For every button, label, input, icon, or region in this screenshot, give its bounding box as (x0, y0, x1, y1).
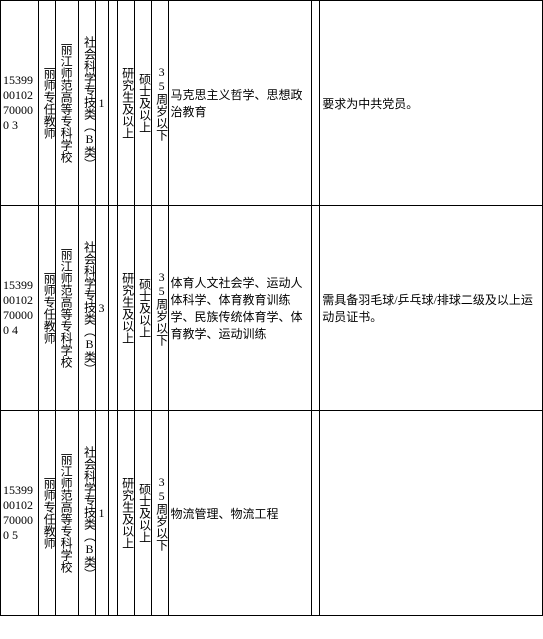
degree-cell: 硕士及以上 (134, 206, 151, 411)
major-cell: 物流管理、物流工程 (168, 411, 311, 616)
degree-cell: 硕士及以上 (134, 1, 151, 206)
code-cell: 1539900102700000 3 (1, 1, 39, 206)
category-cell: 社会科学专技类（B类） (79, 1, 96, 206)
table-row: 1539900102700000 3丽师专任教师丽江师范高等专科学校社会科学专技… (1, 1, 543, 206)
post-cell: 丽师专任教师 (39, 1, 56, 206)
school-cell-text: 丽江师范高等专科学校 (58, 3, 75, 203)
code-cell: 1539900102700000 4 (1, 206, 39, 411)
school-cell: 丽江师范高等专科学校 (56, 206, 79, 411)
age-cell: 35周岁以下 (151, 411, 168, 616)
category-cell: 社会科学专技类（B类） (79, 411, 96, 616)
blank-cell (311, 206, 319, 411)
edu-cell: 研究生及以上 (117, 411, 134, 616)
edu-cell: 研究生及以上 (117, 206, 134, 411)
edu-cell: 研究生及以上 (117, 1, 134, 206)
count-cell: 3 (96, 206, 109, 411)
blank-cell (109, 411, 117, 616)
blank-cell (109, 206, 117, 411)
req-cell: 要求为中共党员。 (320, 1, 543, 206)
table-row: 1539900102700000 4丽师专任教师丽江师范高等专科学校社会科学专技… (1, 206, 543, 411)
count-cell: 1 (96, 1, 109, 206)
recruitment-table: 1539900102700000 3丽师专任教师丽江师范高等专科学校社会科学专技… (0, 0, 543, 616)
category-cell: 社会科学专技类（B类） (79, 206, 96, 411)
post-cell: 丽师专任教师 (39, 411, 56, 616)
blank-cell (109, 1, 117, 206)
degree-cell: 硕士及以上 (134, 411, 151, 616)
blank-cell (311, 1, 319, 206)
blank-cell (311, 411, 319, 616)
req-cell: 需具备羽毛球/乒乓球/排球二级及以上运动员证书。 (320, 206, 543, 411)
post-cell: 丽师专任教师 (39, 206, 56, 411)
age-cell: 35周岁以下 (151, 1, 168, 206)
age-cell: 35周岁以下 (151, 206, 168, 411)
school-cell: 丽江师范高等专科学校 (56, 411, 79, 616)
major-cell: 体育人文社会学、运动人体科学、体育教育训练学、民族传统体育学、体育教学、运动训练 (168, 206, 311, 411)
req-cell (320, 411, 543, 616)
major-cell: 马克思主义哲学、思想政治教育 (168, 1, 311, 206)
table-row: 1539900102700000 5丽师专任教师丽江师范高等专科学校社会科学专技… (1, 411, 543, 616)
school-cell-text: 丽江师范高等专科学校 (58, 208, 75, 408)
school-cell-text: 丽江师范高等专科学校 (58, 413, 75, 613)
school-cell: 丽江师范高等专科学校 (56, 1, 79, 206)
code-cell: 1539900102700000 5 (1, 411, 39, 616)
count-cell: 1 (96, 411, 109, 616)
